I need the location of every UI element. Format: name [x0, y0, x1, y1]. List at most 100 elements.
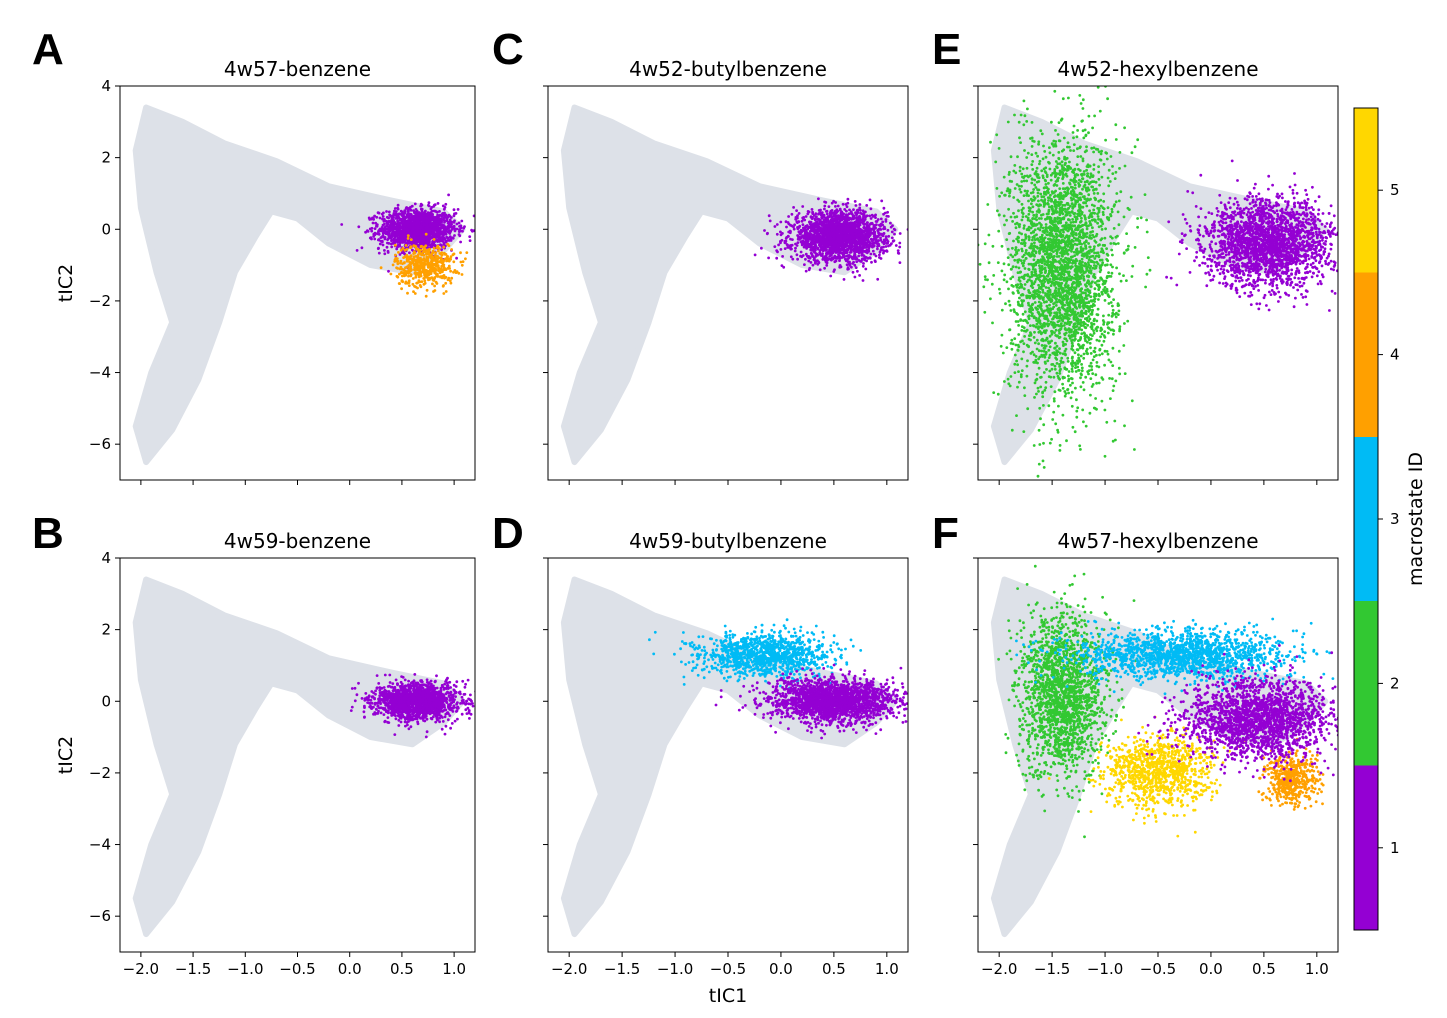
data-point: [872, 252, 876, 256]
data-point: [396, 241, 400, 244]
data-point: [861, 232, 864, 235]
data-point: [370, 229, 374, 233]
data-point: [468, 235, 472, 239]
data-point: [476, 224, 479, 227]
data-point: [830, 226, 834, 230]
data-point: [470, 228, 473, 232]
data-point: [824, 220, 828, 224]
data-point: [810, 241, 813, 245]
data-point: [1020, 172, 1024, 176]
data-point: [449, 221, 453, 224]
data-point: [832, 242, 835, 245]
data-point: [1038, 264, 1041, 267]
data-point: [858, 206, 862, 210]
data-point: [1007, 287, 1010, 291]
data-point: [407, 207, 410, 211]
data-point: [377, 232, 381, 236]
data-point: [796, 241, 800, 245]
data-point: [1084, 294, 1088, 298]
data-point: [1067, 206, 1070, 210]
data-point: [838, 217, 842, 221]
data-point: [368, 218, 372, 221]
data-point: [856, 235, 859, 239]
data-point: [422, 266, 426, 270]
data-point: [1040, 344, 1044, 347]
data-point: [853, 216, 856, 220]
data-point: [864, 238, 868, 242]
data-point: [373, 233, 377, 237]
data-point: [448, 214, 452, 218]
data-point: [799, 254, 802, 258]
y-tick-label: −2: [89, 292, 111, 310]
data-point: [422, 222, 425, 226]
data-point: [1008, 231, 1012, 235]
data-point: [834, 211, 838, 215]
data-point: [848, 238, 852, 242]
data-point: [842, 228, 846, 232]
background-landscape: [132, 104, 466, 466]
data-point: [377, 251, 381, 255]
data-point: [463, 225, 466, 229]
data-point: [873, 235, 877, 239]
data-point: [1110, 271, 1114, 275]
data-point: [854, 211, 857, 215]
data-point: [866, 240, 869, 244]
data-point: [978, 262, 982, 266]
data-point: [1017, 266, 1021, 270]
data-point: [406, 222, 410, 226]
data-point: [837, 239, 841, 243]
data-point: [836, 256, 840, 260]
data-point: [427, 203, 430, 207]
data-point: [858, 274, 861, 277]
data-point: [399, 221, 403, 225]
data-point: [838, 237, 842, 240]
data-point: [793, 223, 796, 227]
data-point: [409, 231, 413, 235]
data-point: [1105, 247, 1108, 251]
data-point: [822, 228, 825, 232]
data-point: [1103, 349, 1107, 353]
data-point: [767, 256, 770, 260]
data-point: [427, 225, 430, 229]
data-point: [810, 224, 813, 228]
data-point: [858, 218, 862, 222]
data-point: [442, 292, 446, 295]
data-point: [867, 250, 871, 253]
data-point: [834, 205, 837, 208]
data-point: [793, 249, 797, 253]
data-point: [472, 214, 475, 218]
data-point: [461, 260, 465, 263]
data-point: [415, 217, 419, 221]
data-point: [437, 217, 441, 220]
data-point: [459, 260, 463, 264]
data-point: [449, 269, 452, 273]
data-point: [451, 236, 455, 240]
data-point: [800, 219, 804, 223]
data-point: [875, 241, 878, 245]
data-point: [1054, 341, 1057, 345]
data-point: [788, 229, 792, 233]
plot-area: [132, 104, 479, 466]
data-point: [401, 280, 405, 284]
data-point: [893, 232, 896, 236]
data-point: [433, 284, 436, 288]
data-point: [407, 241, 411, 245]
data-point: [1020, 238, 1024, 242]
data-point: [408, 251, 411, 255]
data-point: [417, 245, 420, 248]
data-point: [812, 249, 816, 253]
data-point: [448, 267, 451, 270]
data-point: [853, 275, 857, 279]
data-point: [855, 239, 858, 243]
data-point: [843, 242, 847, 245]
data-point: [853, 255, 857, 259]
data-point: [442, 216, 445, 220]
panel-title: 4w52-butylbenzene: [629, 57, 827, 81]
data-point: [995, 133, 999, 137]
data-point: [823, 216, 827, 220]
data-point: [866, 235, 870, 239]
data-point: [854, 244, 857, 247]
plot-area: [560, 104, 908, 466]
data-point: [1072, 330, 1076, 334]
data-point: [843, 208, 847, 211]
